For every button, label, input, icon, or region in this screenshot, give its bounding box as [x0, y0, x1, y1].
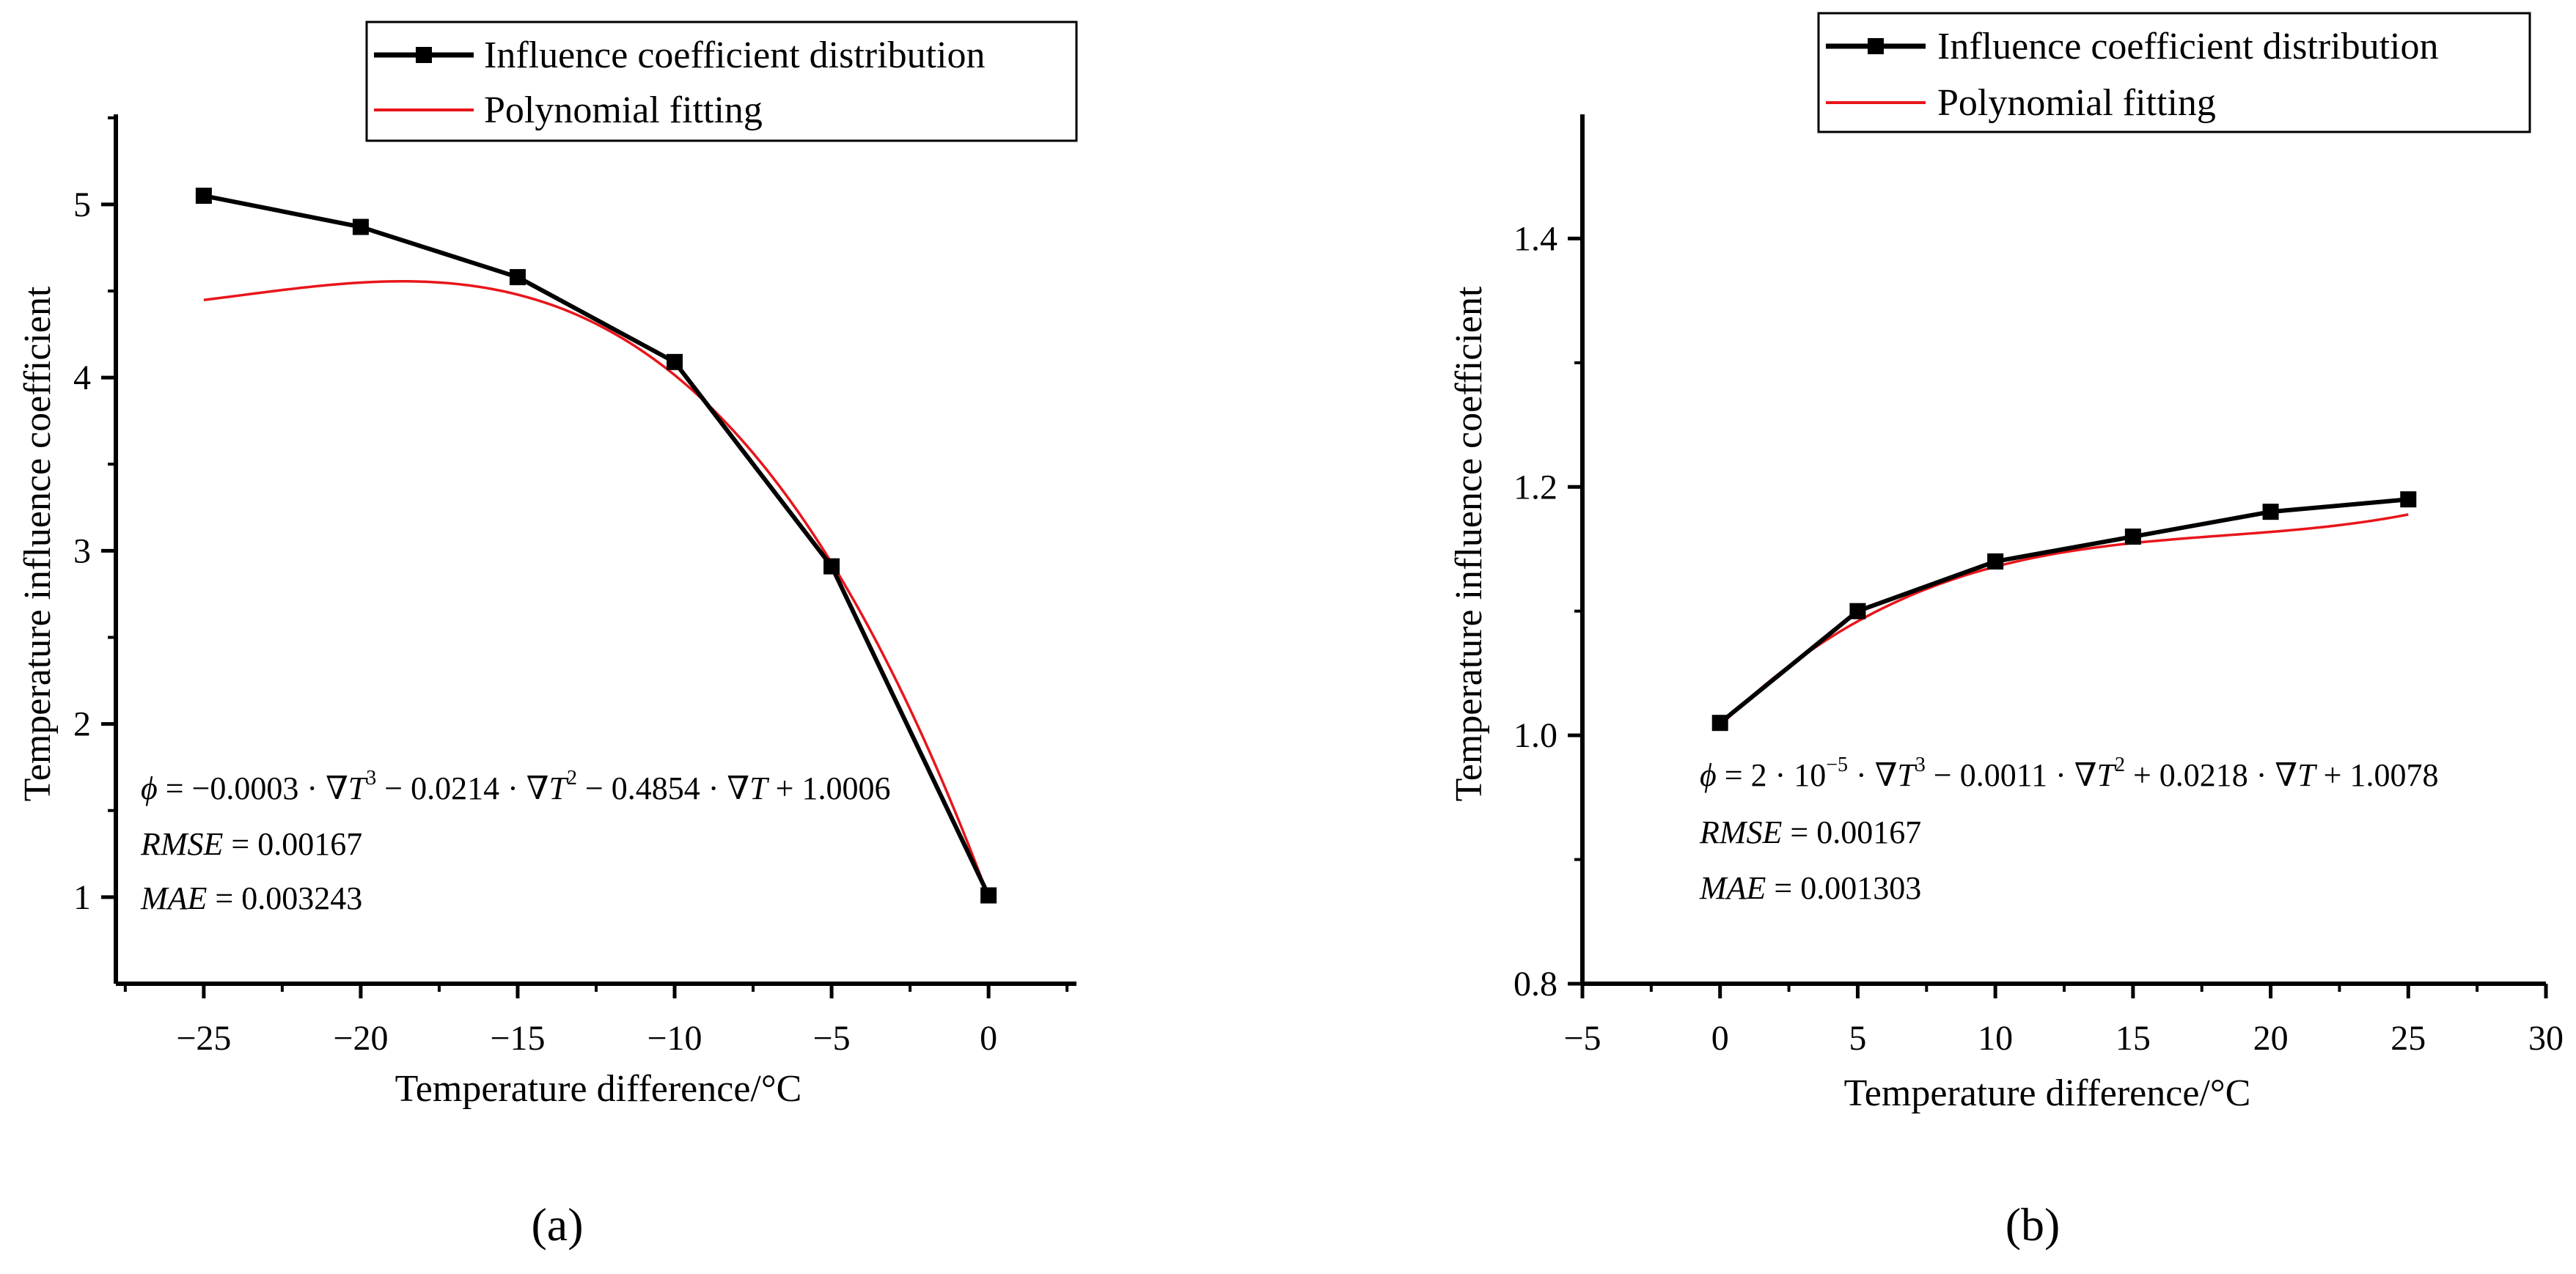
- y-tick-label: 2: [73, 705, 91, 744]
- y-tick-label: 1.0: [1513, 716, 1557, 755]
- x-tick-label: −5: [813, 1019, 851, 1058]
- tick-marks: [1568, 236, 2548, 998]
- data-point-marker: [195, 188, 212, 205]
- rmse-value: RMSE = 0.00167: [140, 826, 362, 862]
- x-tick-label: 20: [2253, 1019, 2289, 1058]
- x-tick-label: 5: [1849, 1019, 1866, 1058]
- equation-annotation: ϕ = −0.0003 · ∇T3 − 0.0214 · ∇T2 − 0.485…: [140, 767, 890, 916]
- x-tick-label: −25: [176, 1019, 231, 1058]
- legend: Influence coefficient distribution Polyn…: [365, 21, 1078, 142]
- data-point-marker: [2262, 504, 2279, 520]
- tick-marks: [101, 116, 1069, 998]
- x-axis-label: Temperature difference/°C: [1844, 1072, 2251, 1114]
- fit-curve-group: [1719, 513, 2409, 727]
- legend-label-data: Influence coefficient distribution: [484, 34, 985, 76]
- panel-label-a: (a): [531, 1198, 583, 1251]
- tick-labels: −25 −20 −15 −10 −5 0 1 2 3 4 5: [73, 185, 997, 1058]
- x-tick-label: −15: [490, 1019, 545, 1058]
- data-series-group: [195, 188, 997, 904]
- rmse-value: RMSE = 0.00167: [1699, 814, 1921, 850]
- data-point-marker: [980, 887, 997, 904]
- data-point-marker: [823, 558, 840, 575]
- y-tick-label: 4: [73, 358, 91, 397]
- data-point-marker: [1849, 603, 1866, 619]
- fit-curve-group: [203, 280, 990, 898]
- legend-marker-data: [1868, 38, 1884, 54]
- x-tick-label: −20: [333, 1019, 388, 1058]
- x-tick-label: 0: [980, 1019, 997, 1058]
- data-point-marker: [352, 218, 369, 235]
- mae-value: MAE = 0.003243: [140, 880, 362, 916]
- equation-annotation: ϕ = 2 · 10−5 · ∇T3 − 0.0011 · ∇T2 + 0.02…: [1699, 754, 2438, 906]
- legend-marker-data: [416, 47, 432, 63]
- data-point-marker: [2400, 491, 2417, 508]
- tick-labels: −5 0 5 10 15 20 25 30 0.8 1.0 1.2 1.4: [1513, 219, 2564, 1058]
- data-point-marker: [1987, 553, 2004, 570]
- fit-equation: ϕ = −0.0003 · ∇T3 − 0.0214 · ∇T2 − 0.485…: [141, 767, 890, 806]
- x-tick-label: 0: [1711, 1019, 1729, 1058]
- data-series-group: [1711, 491, 2417, 732]
- x-tick-label: 30: [2528, 1019, 2564, 1058]
- x-tick-label: −10: [647, 1019, 702, 1058]
- data-line: [1718, 497, 2409, 725]
- x-tick-label: −5: [1563, 1019, 1601, 1058]
- fit-curve: [1719, 513, 2409, 727]
- legend-label-data: Influence coefficient distribution: [1937, 26, 2438, 67]
- fit-curve: [203, 280, 990, 898]
- x-tick-label: 25: [2390, 1019, 2426, 1058]
- y-tick-label: 1.2: [1513, 468, 1557, 507]
- y-tick-label: 1.4: [1513, 219, 1557, 258]
- x-tick-label: 15: [2116, 1019, 2151, 1058]
- mae-value: MAE = 0.001303: [1699, 870, 1921, 906]
- data-point-marker: [667, 353, 683, 370]
- y-axis-label: Temperature influence coefficient: [17, 286, 59, 801]
- y-tick-label: 3: [73, 531, 91, 570]
- legend-label-fit: Polynomial fitting: [484, 89, 763, 131]
- data-point-marker: [1711, 715, 1728, 732]
- legend-label-fit: Polynomial fitting: [1937, 82, 2216, 124]
- data-line: [203, 194, 991, 896]
- x-axis-label: Temperature difference/°C: [395, 1068, 802, 1110]
- legend-box: [365, 21, 1078, 142]
- data-point-marker: [509, 269, 526, 286]
- chart-panel-a: −25 −20 −15 −10 −5 0 1 2 3 4 5 Temperature differe…: [17, 21, 1078, 1251]
- legend: Influence coefficient distribution Polyn…: [1817, 12, 2531, 133]
- chart-panel-b: −5 0 5 10 15 20 25 30 0.8 1.0 1.2 1.4 Temperature d…: [1448, 12, 2564, 1251]
- y-tick-label: 5: [73, 185, 91, 224]
- fit-equation: ϕ = 2 · 10−5 · ∇T3 − 0.0011 · ∇T2 + 0.02…: [1700, 754, 2438, 793]
- legend-box: [1817, 12, 2531, 133]
- x-tick-label: 10: [1978, 1019, 2013, 1058]
- y-tick-label: 0.8: [1513, 965, 1557, 1004]
- y-axis-label: Temperature influence coefficient: [1448, 286, 1490, 801]
- panel-label-b: (b): [2006, 1198, 2061, 1251]
- data-point-marker: [2124, 529, 2141, 545]
- y-tick-label: 1: [73, 878, 91, 917]
